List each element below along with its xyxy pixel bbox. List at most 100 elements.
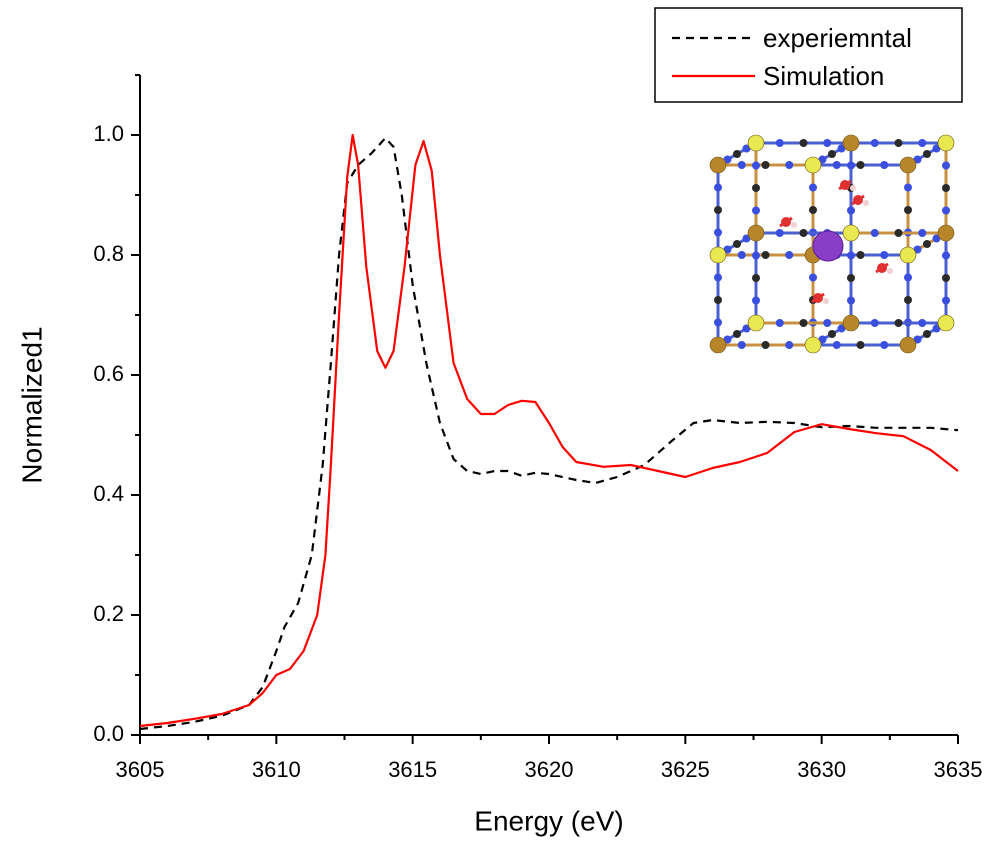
atom [776,319,784,327]
atom [714,206,722,214]
atom [748,315,764,331]
atom [942,162,950,170]
atom [785,251,793,259]
atom [738,251,746,259]
atom [918,319,926,327]
atom [809,206,817,214]
atom [785,341,793,349]
x-axis-label: Energy (eV) [474,805,623,836]
atom [714,229,722,237]
atom [823,139,831,147]
atom [853,195,863,205]
crystal-structure-inset [710,135,954,353]
y-tick-label: 1.0 [93,121,124,146]
atom [800,319,808,327]
x-tick-label: 3615 [388,757,437,782]
legend-label: experiemntal [763,23,912,53]
atom [942,207,950,215]
y-axis-label: Normalized1 [16,326,47,483]
atom [923,150,931,158]
atom [857,251,865,259]
atom [805,157,821,173]
atom [938,315,954,331]
atom [880,251,888,259]
x-tick-label: 3630 [797,757,846,782]
atom [904,274,912,282]
atom [752,274,760,282]
atom [923,330,931,338]
atom [805,337,821,353]
atom [781,217,791,227]
atom [762,161,770,169]
atom [785,161,793,169]
atom [900,157,916,173]
atom [752,184,760,192]
atom [738,161,746,169]
atom [880,341,888,349]
atom [895,139,903,147]
atom [857,341,865,349]
atom [800,139,808,147]
atom [847,252,855,260]
atom [871,139,879,147]
atom [710,157,726,173]
atom [843,315,859,331]
atom [813,293,823,303]
atom [918,229,926,237]
x-tick-label: 3625 [661,757,710,782]
legend-label: Simulation [763,61,884,91]
y-tick-label: 0.0 [93,721,124,746]
atom [847,162,855,170]
series-line [140,138,958,729]
atom [800,229,808,237]
atom [887,268,893,274]
atom [904,206,912,214]
atom [828,150,836,158]
atom [828,330,836,338]
atom [733,150,741,158]
atom [880,161,888,169]
atom [877,263,887,273]
atom [813,231,843,261]
atom [752,207,760,215]
atom [762,251,770,259]
series-line [140,135,958,726]
atom [823,298,829,304]
atom [752,297,760,305]
atom [847,274,855,282]
atom [918,139,926,147]
atom [714,319,722,327]
atom [938,225,954,241]
atom [942,184,950,192]
atom [871,229,879,237]
atom [847,207,855,215]
atom [900,247,916,263]
atom [748,225,764,241]
atom [843,225,859,241]
atom [714,274,722,282]
atom [791,222,797,228]
atom [895,229,903,237]
atom [809,184,817,192]
atom [942,297,950,305]
x-tick-label: 3620 [525,757,574,782]
atom [752,162,760,170]
y-tick-label: 0.6 [93,361,124,386]
atom [923,240,931,248]
atom [748,135,764,151]
atom [714,184,722,192]
chart: Energy (eV) Normalized1 3605 3610 3615 3620… [0,0,997,843]
atom [904,184,912,192]
atom [843,135,859,151]
atom [833,161,841,169]
atom [871,319,879,327]
atom [823,319,831,327]
x-tick-label: 3635 [934,757,983,782]
x-tick-label: 3610 [252,757,301,782]
atom [809,274,817,282]
atom [938,135,954,151]
atom [857,161,865,169]
x-tick-label: 3605 [116,757,165,782]
y-tick-label: 0.4 [93,481,124,506]
atom [710,337,726,353]
